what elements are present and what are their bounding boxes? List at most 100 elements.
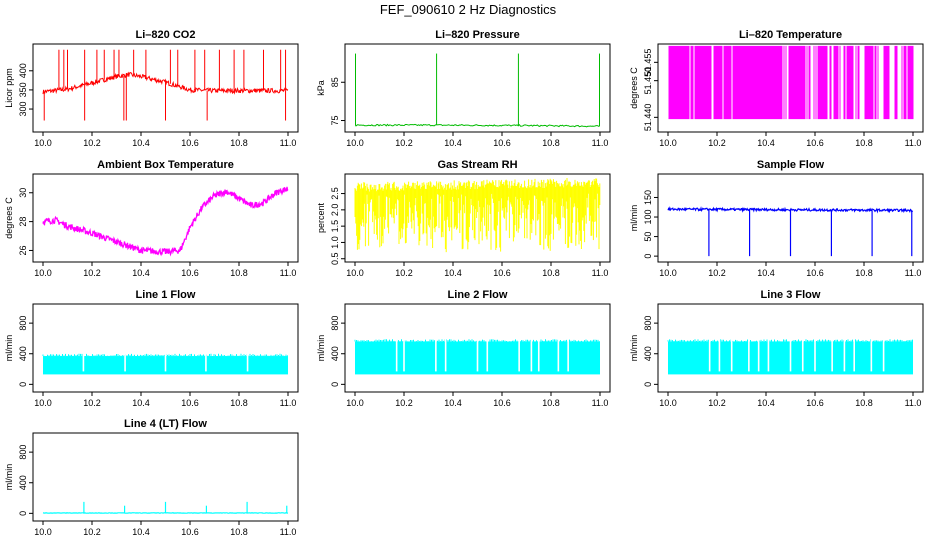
x-tick-label: 10.4	[444, 138, 462, 148]
data-gap	[395, 338, 398, 372]
panel-title: Sample Flow	[757, 159, 825, 171]
plot-frame	[657, 303, 924, 393]
x-tick-label: 10.6	[181, 527, 199, 537]
data-layer	[667, 338, 913, 375]
y-tick-label: 50	[643, 232, 653, 242]
y-axis-label: ml/min	[4, 464, 14, 491]
plot-frame	[32, 432, 299, 522]
x-tick-label: 10.4	[444, 268, 462, 278]
data-gap	[814, 338, 816, 372]
data-gap	[476, 338, 479, 372]
data-gap	[748, 338, 750, 372]
y-tick-label: 75	[330, 116, 340, 126]
panel-title: Line 3 Flow	[761, 289, 821, 301]
data-gap	[518, 338, 520, 372]
x-tick-label: 11.0	[905, 138, 922, 148]
data-gap	[882, 338, 885, 372]
x-tick-label: 10.6	[493, 138, 511, 148]
x-tick-label: 10.8	[855, 398, 873, 408]
data-gap	[444, 338, 447, 372]
panel-title: Li–820 Pressure	[435, 29, 519, 41]
x-tick-label: 10.4	[757, 268, 775, 278]
x-tick-label: 10.0	[659, 268, 677, 278]
x-tick-label: 10.8	[230, 268, 248, 278]
y-tick-label: 0	[18, 382, 28, 387]
panel-3: Li–820 Temperature degrees C 10.0 10.2 10.4 1…	[629, 29, 924, 148]
panel-title: Line 4 (LT) Flow	[124, 418, 207, 430]
data-layer	[354, 338, 600, 375]
x-tick-label: 10.2	[83, 398, 101, 408]
y-tick-label: 28	[18, 217, 28, 227]
y-tick-label: 400	[18, 63, 28, 78]
y-axis-label: degrees C	[629, 67, 639, 109]
y-tick-label: 0	[643, 382, 653, 387]
y-tick-label: 0	[18, 511, 28, 516]
data-gap	[557, 338, 560, 372]
x-tick-label: 10.0	[34, 268, 52, 278]
x-tick-label: 11.0	[280, 398, 297, 408]
data-gap	[757, 338, 760, 372]
panel-title: Gas Stream RH	[437, 159, 517, 171]
x-tick-label: 11.0	[905, 268, 922, 278]
data-layer	[42, 49, 289, 121]
x-tick-label: 10.0	[346, 268, 364, 278]
data-gap	[537, 338, 540, 372]
data-gap	[205, 352, 207, 372]
x-tick-label: 10.8	[230, 527, 248, 537]
x-tick-label: 11.0	[280, 527, 297, 537]
x-tick-label: 10.2	[708, 138, 726, 148]
panel-5: Gas Stream RH percent 10.0 10.2 10.4 10.6 10.8…	[316, 159, 611, 278]
data-gap	[403, 338, 405, 372]
data-layer	[667, 206, 913, 257]
data-line	[354, 123, 600, 128]
panel-title: Ambient Box Temperature	[97, 159, 234, 171]
x-tick-label: 10.4	[444, 398, 462, 408]
x-tick-label: 11.0	[905, 398, 922, 408]
y-tick-label: 26	[18, 245, 28, 255]
panel-8: Line 2 Flow ml/min 10.0 10.2 10.4 10.6 10.8 11.…	[316, 289, 611, 408]
y-axis-label: ml/min	[316, 335, 326, 362]
x-tick-label: 10.6	[181, 398, 199, 408]
data-layer	[42, 186, 289, 257]
data-gap	[718, 338, 721, 372]
y-tick-label: 2.0	[330, 204, 340, 217]
y-tick-label: 800	[18, 316, 28, 331]
data-gap	[246, 352, 249, 372]
data-gap	[164, 352, 167, 372]
panel-title: Line 2 Flow	[448, 289, 508, 301]
x-tick-label: 10.6	[806, 268, 824, 278]
panel-9: Line 3 Flow ml/min 10.0 10.2 10.4 10.6 10.8 11.…	[629, 289, 924, 408]
y-tick-label: 800	[330, 316, 340, 331]
data-gap	[435, 338, 437, 372]
figure-title: FEF_090610 2 Hz Diagnostics	[380, 2, 557, 17]
x-tick-label: 10.8	[542, 138, 560, 148]
x-tick-label: 10.2	[395, 138, 413, 148]
x-tick-label: 10.2	[395, 268, 413, 278]
data-gap	[486, 338, 489, 372]
x-tick-label: 11.0	[592, 138, 609, 148]
x-tick-label: 10.4	[757, 138, 775, 148]
y-tick-label: 30	[18, 188, 28, 198]
data-layer	[354, 178, 601, 253]
x-tick-label: 10.0	[659, 138, 677, 148]
x-tick-label: 10.4	[132, 398, 150, 408]
y-tick-label: 350	[18, 82, 28, 97]
x-tick-label: 10.2	[708, 268, 726, 278]
x-tick-label: 10.2	[395, 398, 413, 408]
x-tick-label: 10.6	[806, 398, 824, 408]
panel-title: Line 1 Flow	[136, 289, 196, 301]
y-tick-label: 0	[330, 382, 340, 387]
y-tick-label: 51.440	[643, 104, 653, 132]
x-tick-label: 10.0	[659, 398, 677, 408]
y-tick-label: 85	[330, 77, 340, 87]
plot-frame	[32, 173, 299, 263]
x-tick-label: 10.2	[83, 268, 101, 278]
data-gap	[831, 338, 833, 372]
y-axis-label: percent	[316, 202, 326, 233]
plot-frame	[344, 173, 611, 263]
data-line	[42, 186, 289, 257]
plot-frame	[344, 303, 611, 393]
data-layer	[42, 501, 289, 514]
x-tick-label: 10.8	[855, 268, 873, 278]
data-gap	[767, 338, 770, 372]
